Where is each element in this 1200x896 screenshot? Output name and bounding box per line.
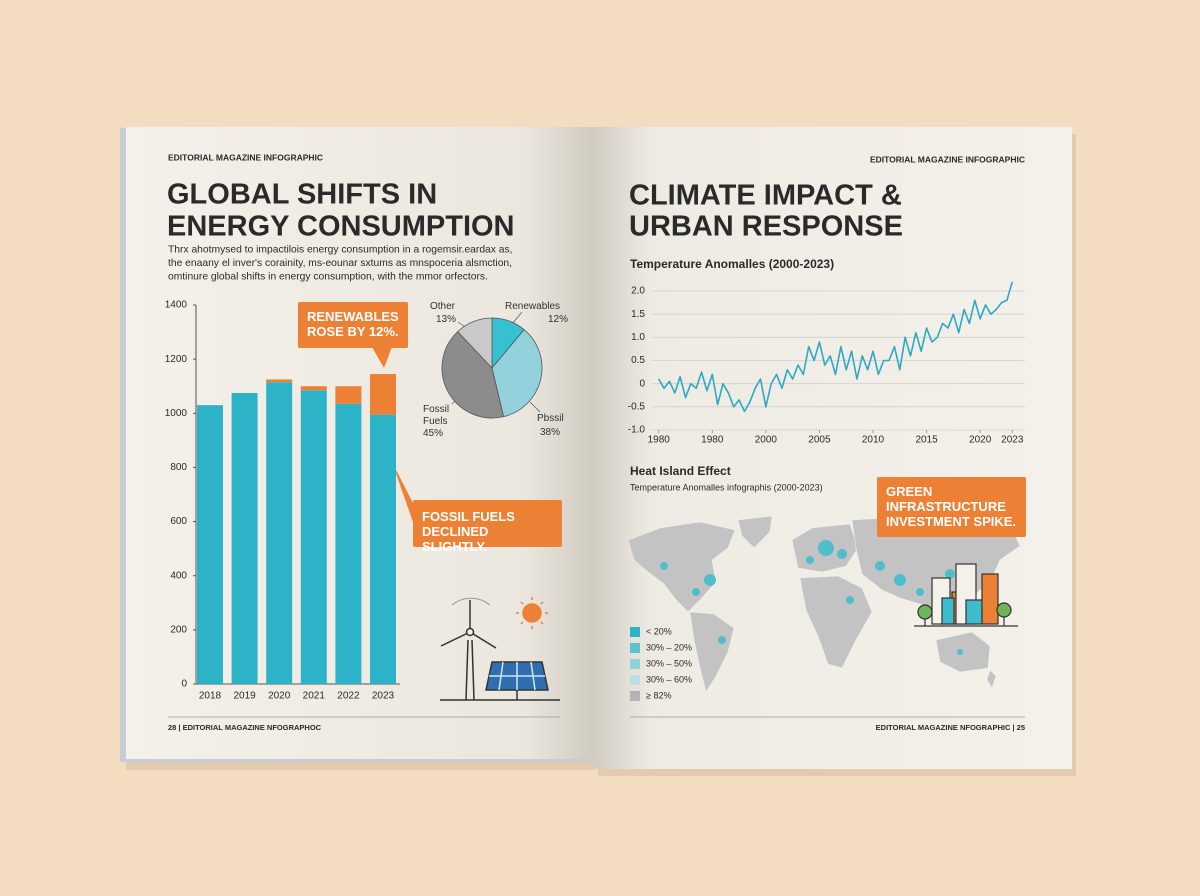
x-tick-label: 2022 <box>337 691 360 702</box>
city-illustration <box>914 563 1018 627</box>
y-tick-label: 800 <box>170 462 187 473</box>
legend-label: < 20% <box>646 626 672 636</box>
x-tick-label: 2015 <box>915 435 938 446</box>
x-tick-label: 2023 <box>1001 435 1024 446</box>
pie-label: Other <box>430 301 456 312</box>
legend-swatch <box>630 643 640 653</box>
pie-value-label: 13% <box>436 314 457 325</box>
leader-line <box>511 311 523 325</box>
energy-illustration <box>440 597 560 701</box>
y-tick-label: 400 <box>170 570 187 581</box>
pie-value-label: 45% <box>423 428 444 439</box>
x-tick-label: 2018 <box>199 691 222 702</box>
pie-label: Fossil Fuels <box>423 404 450 427</box>
bar-segment <box>335 386 362 404</box>
callout: RENEWABLES ROSE BY 12%. <box>298 302 408 348</box>
bar-segment <box>231 392 258 684</box>
x-tick-label: 2019 <box>233 691 256 702</box>
data-line <box>658 281 1014 413</box>
page-footer: 28 | EDITORIAL MAGAZINE NFOGRAPHOC <box>168 723 322 732</box>
x-tick-label: 2000 <box>755 435 778 446</box>
y-tick-label: 1400 <box>165 300 188 311</box>
page-header: EDITORIAL MAGAZINE INFOGRAPHIC <box>168 152 323 162</box>
chart-title: Temperature Anomalles (2000-2023) <box>630 257 834 271</box>
x-tick-label: 2020 <box>268 691 291 702</box>
callout-pointer <box>392 462 414 525</box>
map-title: Heat Island Effect <box>630 464 731 478</box>
y-tick-label: 1.5 <box>631 309 645 320</box>
y-tick-label: 600 <box>170 516 187 527</box>
intro-text: omtinure global shifts in energy consump… <box>168 272 488 283</box>
x-tick-label: 2021 <box>303 691 326 702</box>
bar-segment <box>197 405 223 684</box>
map-hotspots <box>660 540 963 655</box>
bar-segment <box>335 403 362 684</box>
bar-segment <box>370 414 396 684</box>
page-title: ENERGY CONSUMPTION <box>167 211 515 243</box>
pie-value-label: 12% <box>548 314 569 325</box>
legend-label: ≥ 82% <box>646 690 671 700</box>
y-tick-label: 0 <box>181 679 187 690</box>
bar-segment <box>300 386 327 391</box>
intro-text: Thrx ahotmysed to impactilois energy con… <box>168 245 513 256</box>
y-tick-label: 200 <box>170 624 187 635</box>
bar-segment <box>370 374 396 415</box>
x-tick-label: 2023 <box>372 691 395 702</box>
pie-slice <box>491 329 543 418</box>
page-title: GLOBAL SHIFTS IN <box>167 179 437 211</box>
callout: GREEN INFRASTRUCTURE INVESTMENT SPIKE. <box>877 477 1026 537</box>
legend-label: 30% – 20% <box>646 642 692 652</box>
y-tick-label: 2.0 <box>631 286 645 297</box>
page-title: URBAN RESPONSE <box>629 211 903 243</box>
x-tick-label: 2010 <box>862 435 885 446</box>
legend-swatch <box>630 627 640 637</box>
legend-label: 30% – 50% <box>646 658 692 668</box>
page-footer: EDITORIAL MAGAZINE NFOGRAPHIC | 25 <box>876 723 1025 732</box>
y-tick-label: 1200 <box>165 354 188 365</box>
callout-pointer <box>372 347 392 368</box>
y-tick-label: 1.0 <box>631 332 645 343</box>
y-tick-label: 1000 <box>165 408 188 419</box>
map-subtitle: Temperature Anomalles infographis (2000-… <box>630 482 823 492</box>
legend-swatch <box>630 675 640 685</box>
leader-line <box>529 401 541 413</box>
legend-swatch <box>630 659 640 669</box>
legend-label: 30% – 60% <box>646 674 692 684</box>
legend-swatch <box>630 691 640 701</box>
page-title: CLIMATE IMPACT & <box>629 180 902 212</box>
x-tick-label: 1980 <box>648 435 671 446</box>
x-tick-label: 1980 <box>701 435 724 446</box>
world-map <box>627 515 1021 693</box>
x-tick-label: 2005 <box>808 435 831 446</box>
pie-slice <box>457 317 493 370</box>
pie-value-label: 38% <box>540 427 561 438</box>
y-tick-label: 0.5 <box>631 355 645 366</box>
y-tick-label: -1.0 <box>628 425 646 436</box>
y-tick-label: 0 <box>639 378 645 389</box>
callout: FOSSIL FUELS DECLINED SLIGHTLY. <box>413 500 562 554</box>
pie-slice <box>441 331 505 419</box>
bar-segment <box>266 379 293 383</box>
page-header: EDITORIAL MAGAZINE INFOGRAPHIC <box>870 154 1025 164</box>
pie-label: Pbssil <box>537 413 564 424</box>
x-tick-label: 2020 <box>969 435 992 446</box>
bar-segment <box>300 390 327 684</box>
intro-text: the enaany el inver's corainity, ms-eoun… <box>168 258 512 269</box>
pie-label: Renewables <box>505 301 561 312</box>
y-tick-label: -0.5 <box>628 401 646 412</box>
bar-segment <box>266 382 293 684</box>
